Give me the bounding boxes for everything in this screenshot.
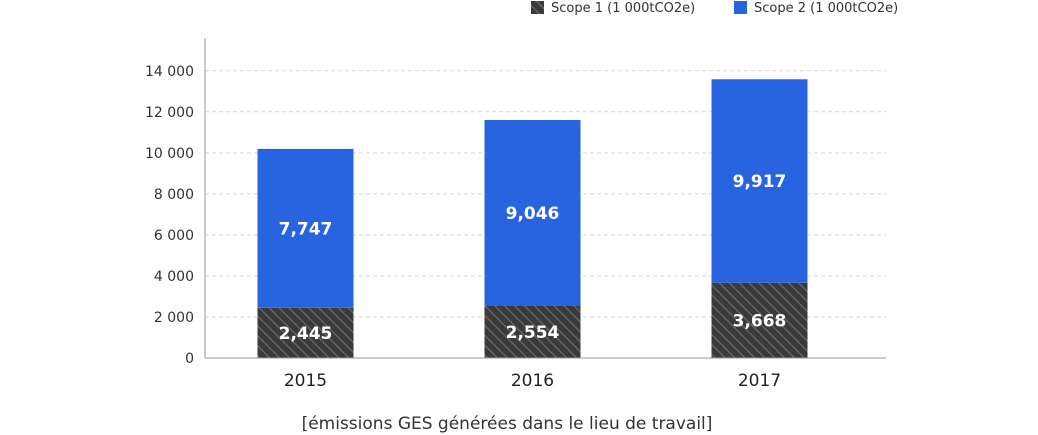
bar-scope2-2015 (257, 148, 354, 308)
y-tick-label: 6 000 (154, 228, 194, 244)
legend-label-scope1: Scope 1 (1 000tCO2e) (551, 1, 695, 16)
data-label: 9,917 (733, 172, 787, 192)
chart-caption: [émissions GES générées dans le lieu de … (302, 414, 713, 434)
y-tick-label: 4 000 (154, 269, 194, 285)
legend-swatch-scope1 (531, 1, 544, 14)
y-tick-label: 2 000 (154, 310, 194, 326)
bar-scope1-2017 (711, 282, 808, 358)
y-tick-label: 10 000 (145, 146, 194, 162)
data-label: 2,445 (279, 324, 333, 344)
data-label: 2,554 (506, 323, 560, 343)
data-label: 9,046 (506, 204, 560, 224)
legend-label-scope2: Scope 2 (1 000tCO2e) (754, 1, 898, 16)
bars: 2,445 7,747 2,554 9,046 3,668 9,917 (257, 79, 808, 358)
data-label: 7,747 (279, 219, 333, 239)
y-tick-label: 8 000 (154, 187, 194, 203)
y-tick-label: 12 000 (145, 105, 194, 121)
x-tick-label: 2017 (738, 371, 781, 391)
y-tick-label: 14 000 (145, 64, 194, 80)
y-tick-label: 0 (185, 351, 194, 367)
data-label: 3,668 (733, 311, 787, 331)
legend: Scope 1 (1 000tCO2e) Scope 2 (1 000tCO2e) (531, 1, 898, 16)
x-tick-label: 2015 (284, 371, 327, 391)
x-tick-label: 2016 (511, 371, 554, 391)
bar-scope1-2016 (484, 305, 581, 358)
bar-scope2-2017 (711, 79, 808, 283)
legend-swatch-scope2 (734, 1, 747, 14)
bar-scope1-2015 (257, 307, 354, 358)
axes: 0 2 000 4 000 6 000 8 000 10 000 12 000 14 000 2… (145, 38, 886, 391)
bar-scope2-2016 (484, 120, 581, 306)
